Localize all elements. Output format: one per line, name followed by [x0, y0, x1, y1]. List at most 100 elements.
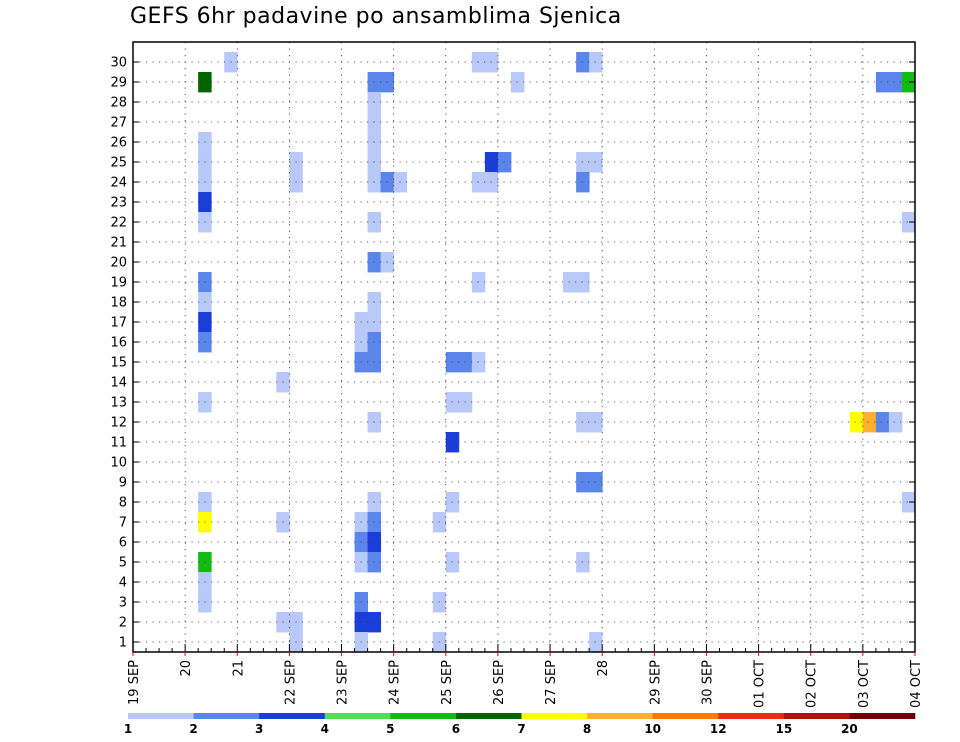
y-tick-label: 7	[119, 516, 127, 531]
colorbar-swatch	[849, 713, 916, 719]
y-tick-label: 22	[110, 216, 127, 231]
y-tick-label: 28	[110, 96, 127, 111]
colorbar-label: 6	[452, 722, 460, 736]
colorbar-label: 3	[255, 722, 263, 736]
precip-cell	[589, 632, 603, 653]
y-tick-label: 16	[110, 336, 127, 351]
x-tick-label: 23 SEP	[336, 660, 351, 705]
x-tick-label: 27 SEP	[544, 660, 559, 705]
x-tick-label: 30 SEP	[700, 660, 715, 705]
colorbar-swatch	[718, 713, 785, 719]
y-tick-label: 30	[110, 56, 127, 71]
x-tick-label: 03 OCT	[857, 660, 872, 708]
precip-cell	[576, 152, 590, 173]
colorbar-swatch	[783, 713, 850, 719]
cells-layer	[198, 52, 916, 653]
y-tick-label: 5	[119, 556, 127, 571]
precip-cell	[888, 412, 903, 433]
y-tick-label: 2	[119, 616, 127, 631]
precip-cell	[576, 472, 590, 493]
y-tick-label: 27	[110, 116, 127, 131]
colorbar-label: 10	[644, 722, 661, 736]
colorbar: 1 2 3 4 5 6 7 8 10 12 15 20	[124, 713, 916, 736]
x-tick-label: 02 OCT	[805, 660, 820, 708]
colorbar-label: 12	[710, 722, 727, 736]
y-tick-label: 13	[110, 396, 127, 411]
precip-cell	[576, 52, 590, 73]
precip-cell	[576, 272, 590, 293]
colorbar-swatch	[259, 713, 326, 719]
x-axis: 19 SEP 20 21 22 SEP 23 SEP 24 SEP 25 SEP 26 SEP…	[127, 644, 924, 708]
x-tick-label: 28	[596, 660, 611, 677]
precip-cell	[589, 472, 603, 493]
colorbar-swatch	[455, 713, 522, 719]
precip-cell	[576, 412, 590, 433]
y-tick-label: 25	[110, 156, 127, 171]
y-tick-label: 8	[119, 496, 127, 511]
colorbar-label: 20	[841, 722, 858, 736]
colorbar-label: 5	[386, 722, 394, 736]
colorbar-swatch	[324, 713, 391, 719]
colorbar-swatch	[652, 713, 719, 719]
precip-cell	[576, 552, 590, 573]
y-tick-label: 6	[119, 536, 127, 551]
x-tick-label: 26 SEP	[492, 660, 507, 705]
colorbar-label: 15	[775, 722, 792, 736]
colorbar-swatch	[521, 713, 588, 719]
colorbar-label: 4	[321, 722, 329, 736]
colorbar-label: 7	[517, 722, 525, 736]
y-tick-label: 24	[110, 176, 127, 191]
x-tick-label: 20	[179, 660, 194, 677]
colorbar-label: 1	[124, 722, 132, 736]
precip-cell	[888, 72, 903, 93]
precip-cell	[901, 212, 916, 233]
x-tick-label: 01 OCT	[753, 660, 768, 708]
y-tick-label: 29	[110, 76, 127, 91]
y-tick-label: 21	[110, 236, 127, 251]
y-tick-label: 26	[110, 136, 127, 151]
x-tick-label: 29 SEP	[648, 660, 663, 705]
y-tick-label: 18	[110, 296, 127, 311]
x-tick-label: 21	[231, 660, 246, 677]
x-tick-label: 22 SEP	[283, 660, 298, 705]
precip-cell	[563, 272, 577, 293]
y-tick-label: 3	[119, 596, 127, 611]
y-tick-label: 20	[110, 256, 127, 271]
colorbar-label: 8	[583, 722, 591, 736]
y-tick-label: 9	[119, 476, 127, 491]
y-tick-label: 10	[110, 456, 127, 471]
precip-cell	[862, 412, 877, 433]
chart-title: GEFS 6hr padavine po ansamblima Sjenica	[130, 4, 622, 29]
y-tick-label: 14	[110, 376, 127, 391]
y-tick-label: 12	[110, 416, 127, 431]
y-tick-label: 23	[110, 196, 127, 211]
precip-cell	[589, 52, 603, 73]
x-tick-label: 04 OCT	[909, 660, 924, 708]
y-axis: 1234567891011121314151617181920212223242…	[110, 56, 915, 651]
precip-cell	[875, 72, 890, 93]
precip-cell	[589, 152, 603, 173]
precip-cell	[901, 492, 916, 513]
colorbar-swatch	[193, 713, 260, 719]
plot-frame	[132, 41, 916, 653]
colorbar-swatch	[390, 713, 457, 719]
y-tick-label: 4	[119, 576, 127, 591]
precip-cell	[849, 412, 864, 433]
precip-cell	[576, 172, 590, 193]
grid-layer	[133, 42, 915, 652]
x-tick-label: 24 SEP	[388, 660, 403, 705]
y-tick-label: 17	[110, 316, 127, 331]
precip-cell	[901, 72, 916, 93]
y-tick-label: 19	[110, 276, 127, 291]
colorbar-label: 2	[189, 722, 197, 736]
colorbar-swatch	[128, 713, 194, 719]
colorbar-swatch	[587, 713, 653, 719]
precip-cell	[875, 412, 890, 433]
x-tick-label: 25 SEP	[440, 660, 455, 705]
y-tick-label: 1	[119, 636, 127, 651]
y-tick-label: 15	[110, 356, 127, 371]
precip-cell	[589, 412, 603, 433]
x-tick-label: 19 SEP	[127, 660, 142, 705]
y-tick-label: 11	[110, 436, 127, 451]
